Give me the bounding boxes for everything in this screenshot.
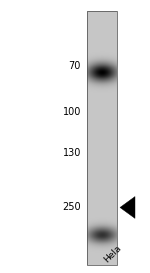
Text: 130: 130: [63, 148, 81, 158]
Bar: [87, 11, 117, 265]
Text: 100: 100: [63, 107, 81, 117]
Polygon shape: [120, 197, 135, 218]
Text: Hela: Hela: [102, 244, 123, 265]
Text: 250: 250: [62, 203, 81, 212]
Text: 70: 70: [69, 61, 81, 70]
